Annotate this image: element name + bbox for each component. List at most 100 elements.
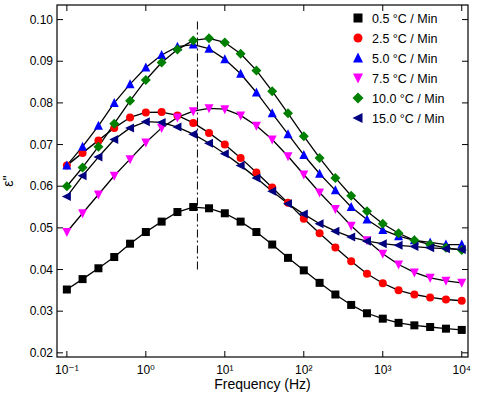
data-point (347, 222, 356, 231)
data-point (157, 118, 166, 127)
x-tick-top (145, 5, 146, 11)
y-tick-label: 0.10 (30, 13, 54, 27)
data-point (457, 245, 466, 254)
y-tick-right (462, 186, 468, 187)
x-tick-label: 10² (295, 363, 312, 377)
data-point (94, 121, 103, 130)
fit-line (67, 122, 462, 250)
data-point (251, 173, 260, 182)
data-point (173, 208, 181, 216)
x-tick-label: 10⁴ (452, 363, 471, 377)
data-point (93, 153, 102, 162)
data-point (346, 233, 355, 242)
legend-label: 2.5 °C / Min (372, 32, 437, 46)
data-point (93, 142, 103, 152)
chart: 10⁻¹10⁰10¹10²10³10⁴0.020.030.040.050.060… (0, 0, 483, 394)
data-point (394, 261, 403, 270)
data-point (142, 108, 150, 116)
x-tick (145, 351, 146, 357)
data-point (362, 237, 371, 246)
data-point (141, 117, 150, 126)
data-point (346, 191, 356, 201)
data-point (188, 35, 198, 45)
data-point (141, 138, 150, 147)
data-point (379, 315, 387, 323)
data-point (205, 204, 213, 212)
x-tick-top (382, 5, 383, 11)
y-tick-label: 0.04 (30, 263, 54, 277)
y-tick (57, 19, 63, 20)
data-point (299, 210, 308, 219)
data-point (252, 228, 260, 236)
data-point (173, 113, 182, 122)
y-tick (57, 352, 63, 353)
data-point (331, 243, 339, 251)
data-point (426, 323, 434, 331)
data-point (141, 62, 150, 71)
data-point (426, 274, 435, 283)
data-point (236, 49, 246, 59)
legend-label: 10.0 °C / Min (372, 92, 444, 106)
data-point (220, 54, 229, 63)
data-point (331, 205, 340, 214)
data-point (78, 209, 87, 218)
data-point (236, 69, 245, 78)
data-point (252, 122, 261, 131)
data-point (236, 111, 245, 120)
y-tick-right (462, 102, 468, 103)
data-point (62, 228, 71, 237)
data-point (62, 160, 71, 169)
data-point (378, 219, 388, 229)
data-point (267, 187, 276, 196)
data-point (441, 244, 450, 253)
data-point (284, 152, 293, 161)
data-point (172, 45, 182, 55)
data-point (315, 169, 324, 178)
data-point (109, 135, 118, 144)
data-point (110, 98, 119, 107)
data-point (330, 227, 339, 236)
data-point (126, 155, 135, 164)
legend-label: 0.5 °C / Min (372, 12, 437, 26)
x-tick (66, 351, 67, 357)
data-point (110, 253, 118, 261)
data-point (330, 173, 340, 183)
y-tick (57, 102, 63, 103)
x-tick-label: 10⁻¹ (55, 363, 79, 377)
data-point (426, 293, 434, 301)
legend-marker (353, 74, 363, 84)
data-point (125, 96, 135, 106)
data-point (457, 245, 467, 255)
data-point (442, 325, 450, 333)
data-point (395, 319, 403, 327)
x-tick-label: 10¹ (216, 363, 233, 377)
data-point (331, 291, 339, 299)
data-point (141, 75, 151, 85)
data-point (283, 108, 293, 118)
data-point (158, 108, 166, 116)
x-tick-label: 10³ (374, 363, 391, 377)
data-point (378, 250, 387, 259)
x-tick-top (303, 5, 304, 11)
data-point (409, 242, 418, 251)
data-point (79, 275, 87, 283)
data-point (125, 123, 134, 132)
y-tick-label: 0.08 (30, 96, 54, 110)
data-point (395, 286, 403, 294)
x-tick (382, 351, 383, 357)
x-tick-top (224, 5, 225, 11)
data-point (283, 199, 292, 208)
x-axis-label: Frequency (Hz) (214, 376, 310, 392)
data-point (126, 240, 134, 248)
data-point (284, 254, 292, 262)
y-tick-label: 0.05 (30, 221, 54, 235)
legend-marker (353, 93, 364, 104)
data-point (221, 209, 229, 217)
data-point (457, 279, 466, 288)
fit-line (67, 112, 462, 301)
data-point (78, 142, 87, 151)
data-point (268, 136, 277, 145)
data-point (300, 266, 308, 274)
data-point (237, 154, 245, 162)
data-point (316, 229, 324, 237)
